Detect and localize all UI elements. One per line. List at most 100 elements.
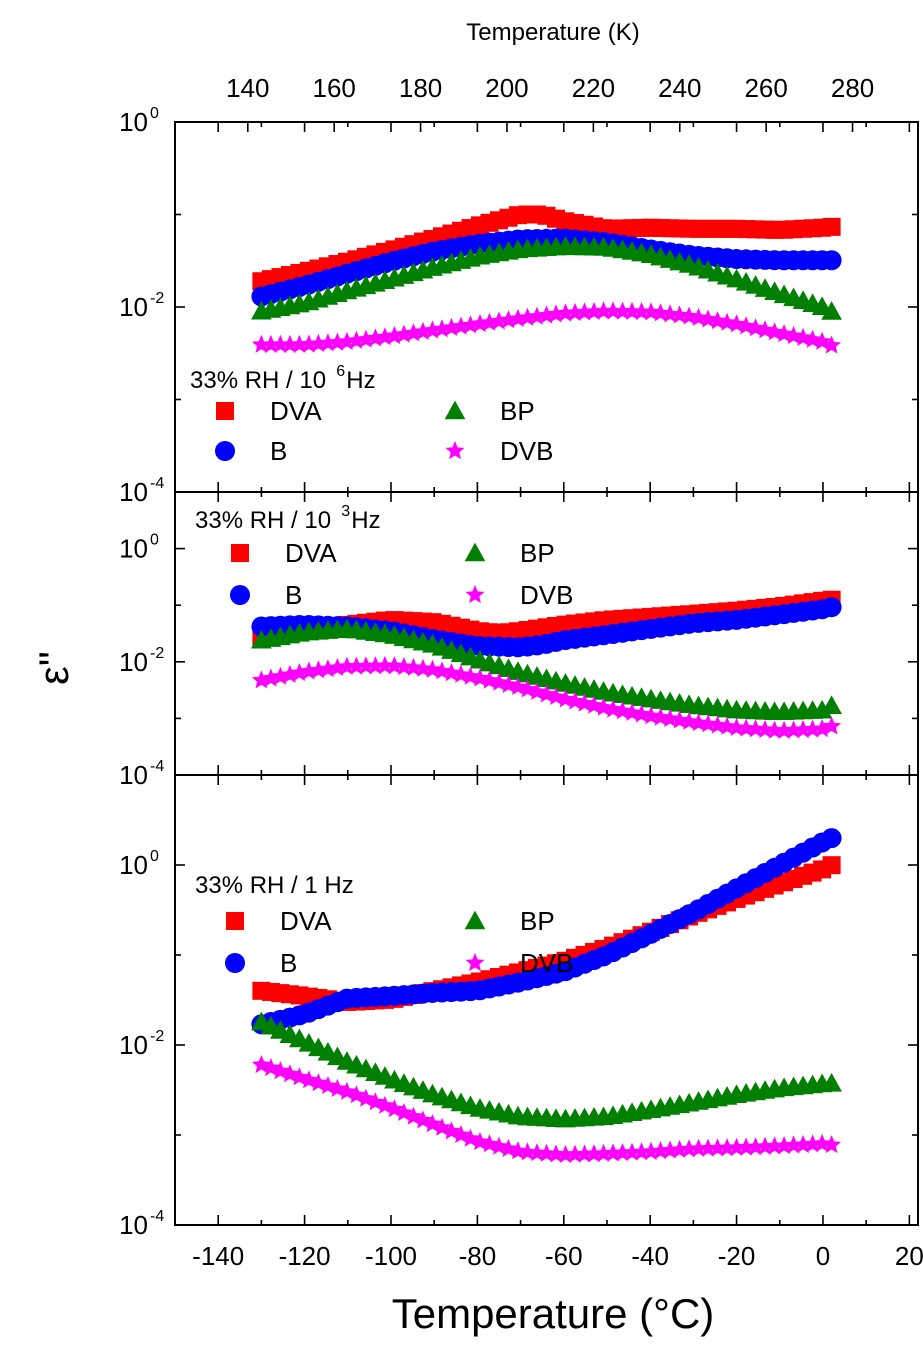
- data-point: [451, 664, 471, 683]
- data-point: [442, 663, 461, 682]
- data-point: [432, 661, 452, 680]
- legend-label-dva: DVA: [270, 396, 322, 426]
- data-point: [565, 691, 585, 710]
- legend-marker-b: [215, 441, 235, 461]
- data-point: [461, 666, 480, 685]
- data-point: [546, 687, 566, 706]
- data-point: [727, 717, 747, 736]
- data-point: [698, 1138, 718, 1157]
- series-dvb-panel-1: [251, 301, 842, 354]
- bottom-tick-label: -100: [365, 1241, 417, 1271]
- data-point: [394, 657, 414, 676]
- data-point: [499, 1138, 518, 1157]
- data-point: [442, 317, 461, 336]
- legend-label-dva: DVA: [285, 538, 337, 568]
- y-tick-label: 10: [119, 107, 148, 137]
- data-point: [717, 312, 737, 331]
- y-tick-label: 10: [119, 534, 148, 564]
- legend-marker-dvb: [445, 441, 465, 460]
- legend-marker-b: [225, 953, 245, 973]
- data-point: [451, 316, 471, 335]
- y-tick-label: 10: [119, 477, 148, 507]
- top-axis-title: Temperature (K): [466, 19, 639, 46]
- legend-marker-dva: [231, 544, 249, 562]
- legend-label-dva: DVA: [280, 906, 332, 936]
- data-point: [413, 321, 433, 340]
- data-point: [518, 1142, 537, 1161]
- y-tick-label-exponent: 0: [150, 848, 159, 865]
- data-point: [746, 318, 766, 337]
- y-axis-title: ε": [30, 651, 77, 685]
- data-point: [689, 307, 709, 326]
- data-point: [651, 707, 671, 726]
- data-point: [755, 719, 775, 738]
- series-dvb-panel-3: [251, 1055, 842, 1163]
- data-point: [822, 1135, 842, 1154]
- data-point: [584, 695, 604, 714]
- data-point: [708, 311, 728, 330]
- panel-title: 33% RH / 10: [190, 367, 326, 394]
- data-point: [451, 1125, 471, 1144]
- data-point: [670, 1139, 690, 1158]
- data-point: [641, 302, 661, 321]
- panel-title-exponent: 3: [341, 503, 350, 520]
- data-point: [422, 320, 442, 339]
- legend-marker-dvb: [465, 953, 485, 972]
- bottom-tick-label: -40: [631, 1241, 669, 1271]
- legend-label-dvb: DVB: [520, 948, 573, 978]
- data-point: [651, 1141, 671, 1160]
- data-point: [480, 1134, 499, 1153]
- top-tick-label: 260: [744, 73, 787, 103]
- data-point: [603, 301, 623, 320]
- series-b-panel-3: [251, 828, 842, 1035]
- data-point: [489, 672, 509, 691]
- data-point: [717, 716, 737, 735]
- data-point: [821, 250, 842, 271]
- data-point: [413, 658, 433, 677]
- legend-label-b: B: [280, 948, 297, 978]
- data-point: [822, 335, 842, 354]
- legend-marker-bp: [464, 542, 486, 562]
- bottom-tick-label: 0: [816, 1241, 830, 1271]
- panel-title-exponent: 6: [336, 363, 345, 380]
- legend-label-bp: BP: [520, 906, 555, 936]
- data-point: [812, 1133, 832, 1152]
- bottom-tick-label: -80: [459, 1241, 497, 1271]
- data-point: [660, 1140, 680, 1159]
- y-tick-label-exponent: -4: [150, 758, 164, 775]
- data-point: [499, 674, 518, 693]
- data-point: [470, 1132, 490, 1151]
- data-point: [689, 713, 709, 732]
- y-tick-label-exponent: -4: [150, 1208, 164, 1225]
- data-point: [821, 695, 842, 715]
- bottom-tick-label: 20: [895, 1241, 923, 1271]
- data-point: [575, 693, 594, 712]
- data-point: [508, 1141, 528, 1160]
- data-point: [442, 1121, 461, 1140]
- data-point: [679, 1139, 699, 1158]
- data-point: [822, 856, 841, 875]
- data-point: [403, 1106, 423, 1125]
- data-point: [613, 701, 632, 720]
- data-point: [375, 327, 395, 346]
- legend-label-dvb: DVB: [500, 436, 553, 466]
- bottom-tick-label: -140: [192, 1241, 244, 1271]
- legend-marker-bp: [444, 400, 466, 420]
- panel-title: 33% RH / 1 Hz: [195, 872, 354, 899]
- data-point: [632, 704, 651, 723]
- data-point: [622, 702, 642, 721]
- data-point: [803, 329, 823, 348]
- data-point: [821, 301, 842, 320]
- data-point: [489, 1136, 509, 1155]
- data-point: [821, 597, 842, 618]
- bottom-celsius-axis: -140 -120 -100 -80 -60 -40 -20 0 20: [192, 1241, 923, 1271]
- y-tick-label: 10: [119, 1210, 148, 1240]
- top-tick-label: 160: [312, 73, 355, 103]
- data-point: [717, 1138, 737, 1157]
- data-point: [375, 1095, 395, 1114]
- data-point: [527, 681, 547, 700]
- data-point: [518, 679, 537, 698]
- legend-label-b: B: [270, 436, 287, 466]
